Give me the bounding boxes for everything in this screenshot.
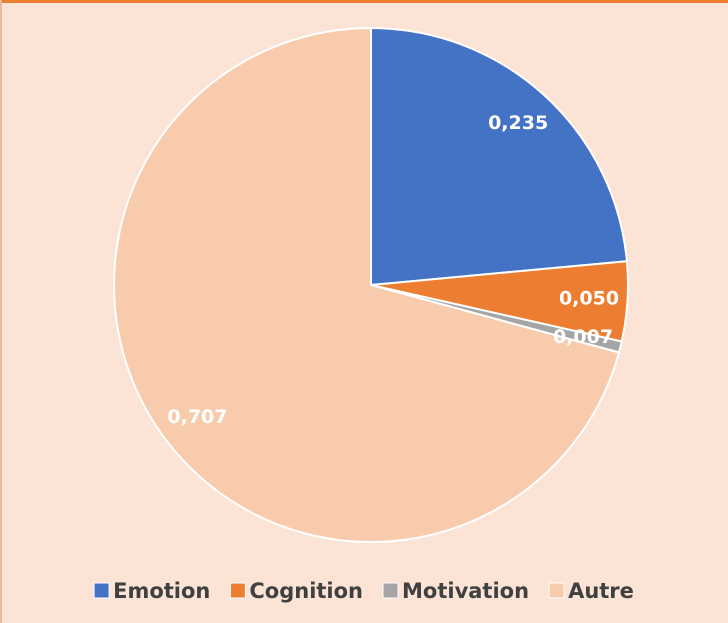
data-label: 0,235 (488, 112, 548, 134)
top-border (0, 0, 728, 3)
left-border (0, 0, 2, 623)
legend-label: Cognition (249, 579, 363, 603)
legend-swatch (382, 582, 399, 599)
data-label: 0,707 (167, 406, 227, 428)
data-label: 0,007 (553, 326, 613, 348)
legend-swatch (548, 582, 565, 599)
legend-label: Autre (568, 579, 634, 603)
data-label: 0,050 (559, 288, 619, 310)
legend-swatch (93, 582, 110, 599)
pie-slice (113, 26, 621, 543)
legend-swatch (229, 582, 246, 599)
legend-label: Motivation (402, 579, 529, 603)
pie-slice (370, 26, 628, 287)
legend-label: Emotion (113, 579, 210, 603)
